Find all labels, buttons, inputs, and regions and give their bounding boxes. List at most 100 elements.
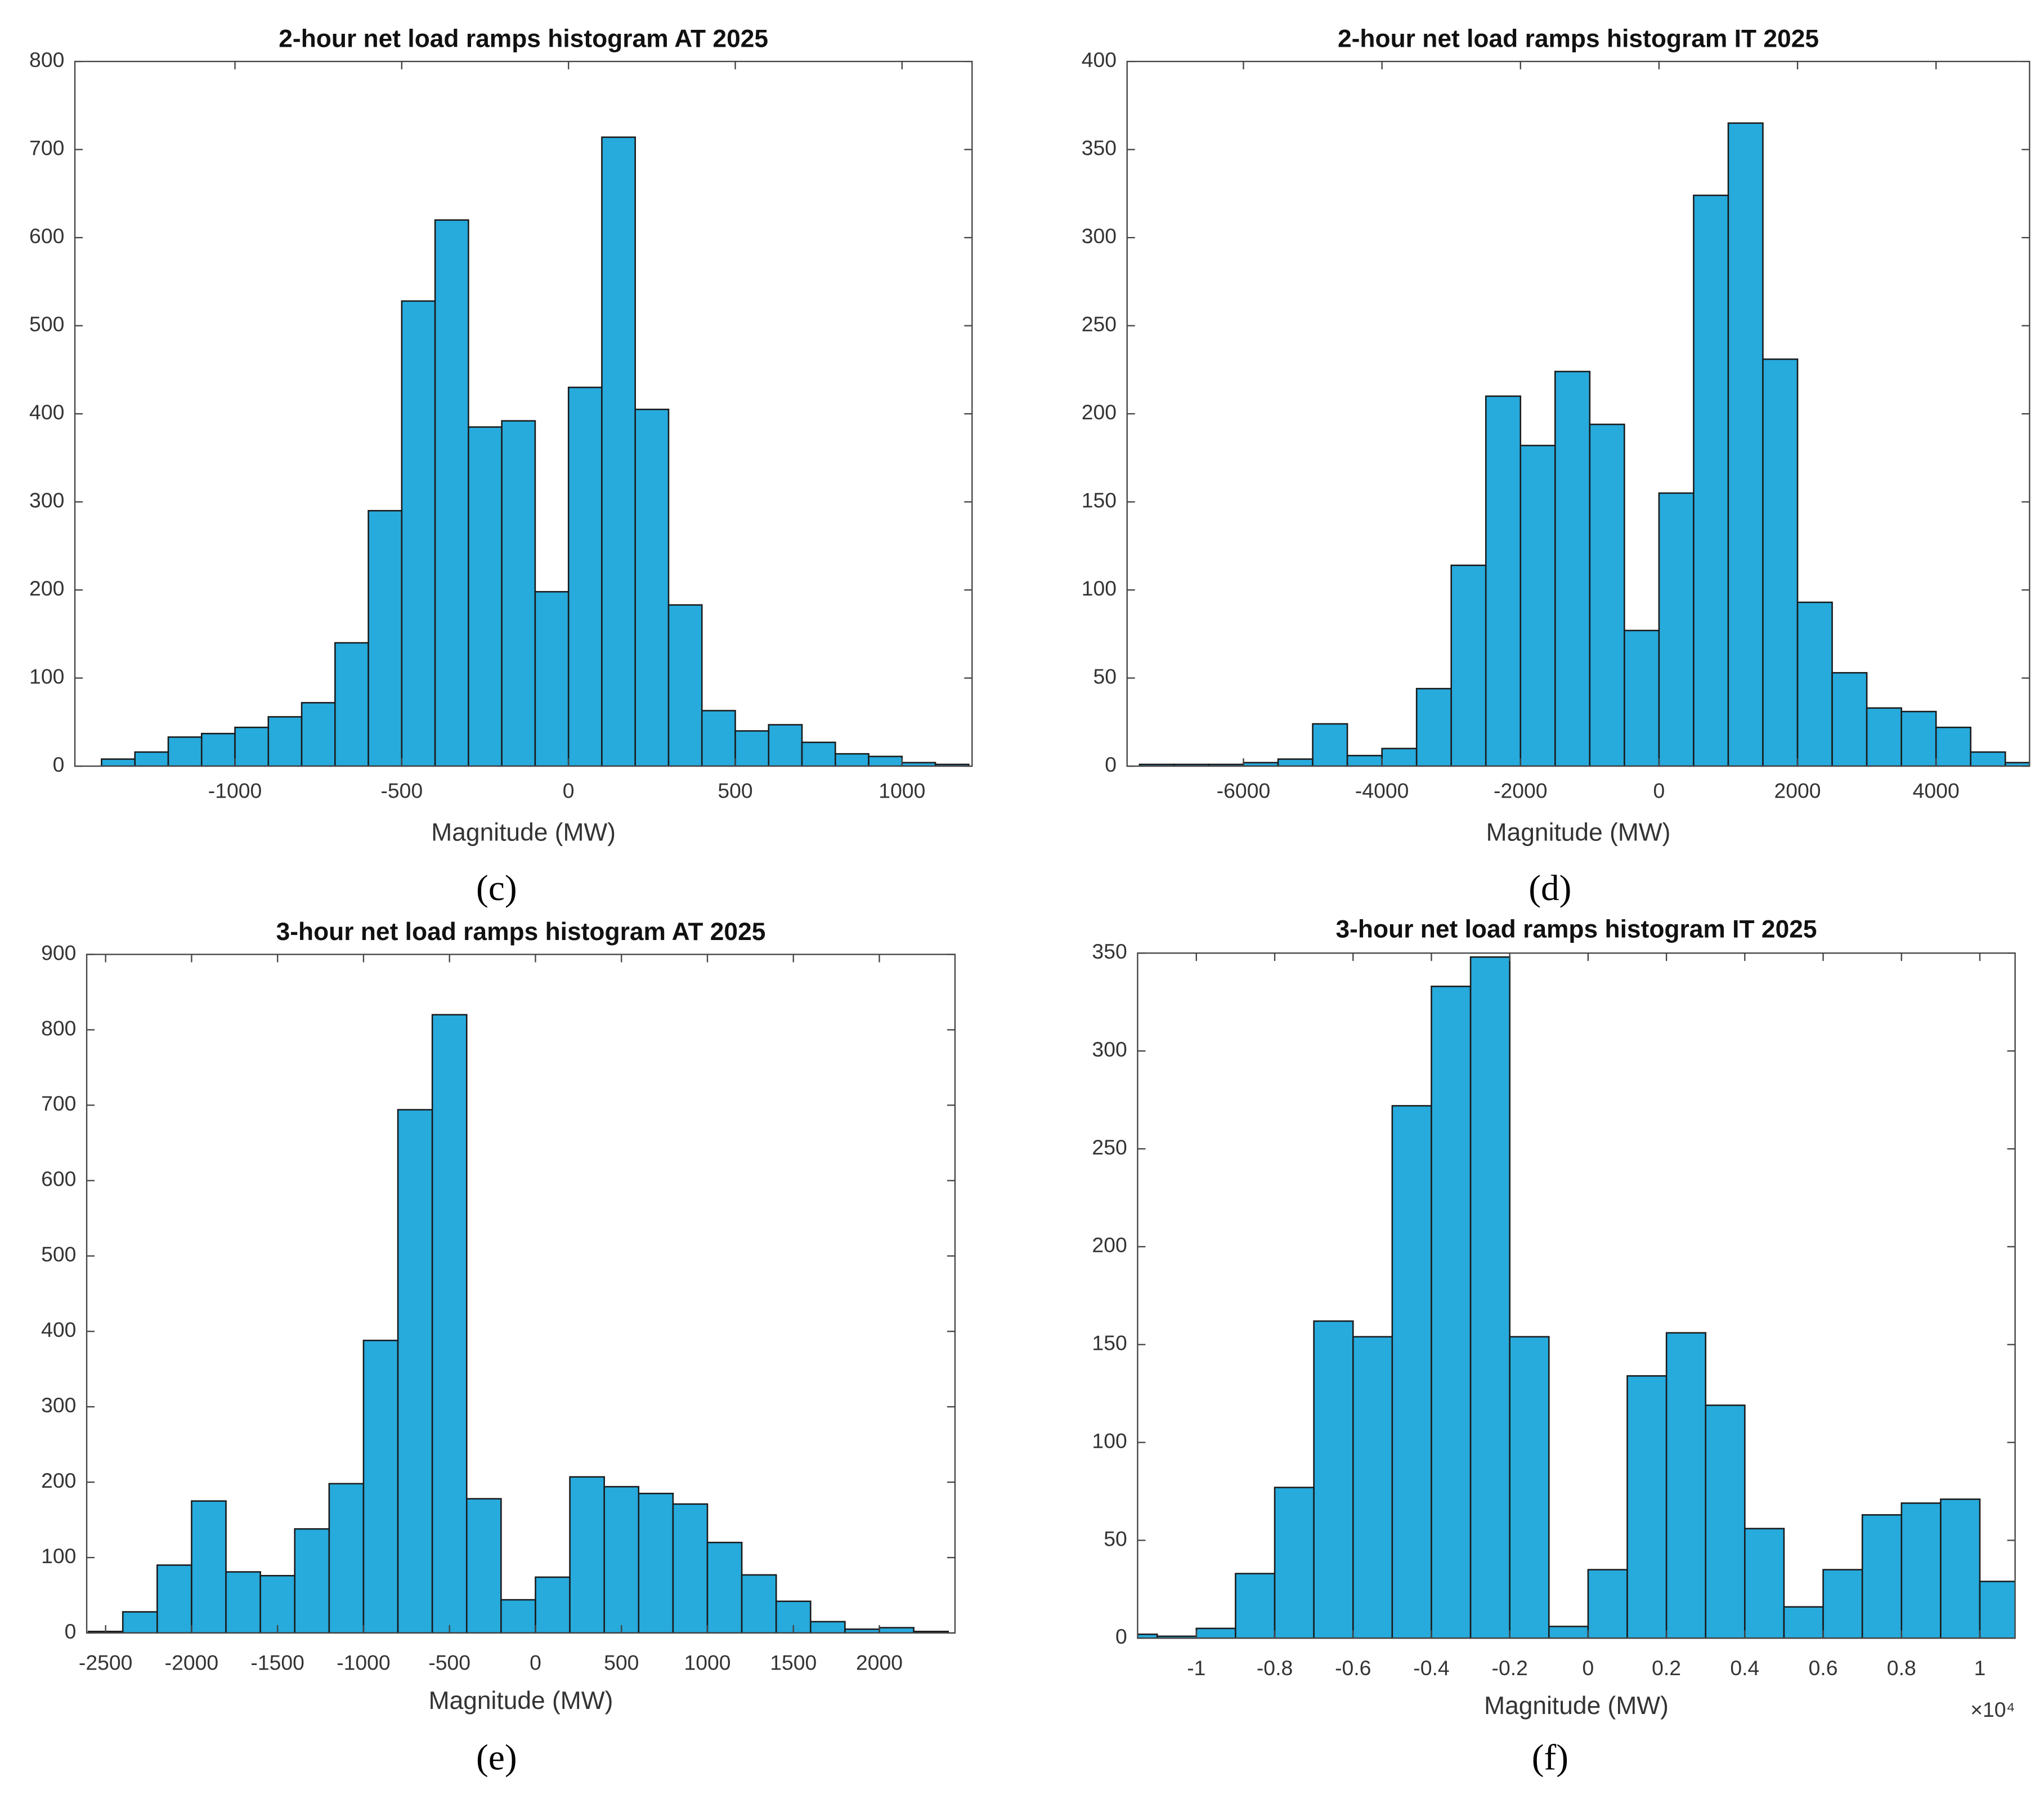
bar: [1658, 492, 1695, 767]
x-tick-label: 1: [1974, 1656, 1986, 1680]
bar: [362, 1340, 399, 1634]
y-tick-label: 100: [29, 665, 64, 688]
y-tick-label: 700: [29, 136, 64, 160]
bar: [225, 1571, 261, 1634]
x-tick-label: -1500: [250, 1651, 304, 1675]
bar: [1274, 1487, 1315, 1639]
x-exponent: ×10⁴: [1970, 1698, 2015, 1721]
x-tick-label: 0: [563, 778, 575, 802]
bar: [1312, 723, 1348, 767]
bar: [741, 1574, 777, 1634]
y-tick-label: 350: [1082, 136, 1117, 160]
bar: [134, 751, 169, 767]
x-tick-label: 4000: [1913, 778, 1960, 802]
x-tick-label: 1000: [684, 1651, 730, 1675]
axes-box: [1137, 952, 2016, 1639]
bar: [1831, 672, 1868, 767]
y-tick-label: 100: [1082, 576, 1117, 600]
bar: [1979, 1581, 2015, 1639]
y-tick-label: 400: [1082, 48, 1117, 71]
bar: [1762, 358, 1799, 767]
y-tick-label: 800: [29, 48, 64, 71]
bar: [1705, 1404, 1746, 1639]
y-tick-label: 200: [41, 1469, 76, 1492]
bar: [601, 136, 636, 767]
panel-label: (e): [476, 1738, 517, 1778]
bar: [101, 758, 136, 767]
bar: [367, 509, 403, 767]
y-tick-label: 0: [1115, 1625, 1127, 1648]
bar: [431, 1014, 468, 1634]
bar: [1900, 710, 1937, 767]
y-tick-label: 50: [1104, 1527, 1127, 1550]
y-tick-label: 100: [41, 1544, 76, 1568]
bar: [500, 1599, 536, 1634]
x-tick-label: 2000: [1774, 778, 1821, 802]
x-tick-label: -2000: [165, 1651, 219, 1675]
x-tick-label: -6000: [1217, 778, 1271, 802]
bar: [401, 300, 436, 767]
bar: [878, 1627, 915, 1634]
bar: [501, 420, 536, 767]
bar: [535, 1576, 571, 1634]
x-tick-label: 1500: [770, 1651, 817, 1675]
y-tick-label: 600: [29, 224, 64, 248]
bar: [603, 1485, 640, 1634]
y-tick-label: 200: [1092, 1233, 1127, 1257]
bar: [672, 1503, 709, 1634]
bar: [1277, 758, 1314, 767]
bar: [1195, 1627, 1236, 1639]
x-tick-label: -500: [380, 778, 423, 802]
bar: [534, 590, 570, 767]
bar: [465, 1498, 502, 1634]
y-tick-label: 800: [41, 1016, 76, 1040]
bar: [634, 409, 670, 767]
bar: [1509, 1336, 1550, 1639]
panel-label: (f): [1532, 1738, 1568, 1778]
bar: [1624, 629, 1660, 767]
bar: [1727, 122, 1764, 767]
bar: [294, 1528, 330, 1634]
x-tick-label: -1000: [208, 778, 262, 802]
bar: [1587, 1569, 1628, 1639]
x-tick-label: -4000: [1355, 778, 1409, 802]
plot-area: [87, 1014, 949, 1634]
y-tick-label: 400: [41, 1318, 76, 1341]
chart-title: 3-hour net load ramps histogram AT 2025: [276, 918, 766, 946]
x-tick-label: -2500: [79, 1651, 133, 1675]
bar: [259, 1574, 296, 1634]
y-tick-label: 300: [41, 1393, 76, 1417]
x-tick-label: 0: [530, 1651, 541, 1675]
panel-label: (d): [1528, 868, 1571, 909]
bar: [569, 1476, 605, 1634]
x-tick-label: -1000: [337, 1651, 391, 1675]
y-tick-label: 250: [1092, 1135, 1127, 1159]
x-axis-label: Magnitude (MW): [429, 1687, 613, 1715]
bar: [868, 755, 903, 767]
bar: [334, 642, 369, 767]
x-tick-label: 0.4: [1730, 1656, 1759, 1680]
y-tick-label: 200: [1082, 400, 1117, 424]
y-tick-label: 300: [1082, 224, 1117, 248]
bar: [701, 710, 736, 767]
y-tick-label: 300: [1092, 1037, 1127, 1061]
bar: [1381, 748, 1418, 767]
y-tick-label: 0: [53, 753, 65, 776]
x-tick-label: -500: [428, 1651, 470, 1675]
plot-area: [101, 136, 970, 767]
bar: [1313, 1320, 1354, 1639]
bar: [1866, 707, 1902, 767]
bar: [1415, 688, 1452, 767]
x-tick-label: -2000: [1494, 778, 1548, 802]
x-tick-label: 0.6: [1809, 1656, 1838, 1680]
bar: [1822, 1569, 1863, 1639]
y-tick-label: 250: [1082, 312, 1117, 336]
x-tick-label: 500: [718, 778, 752, 802]
bar: [934, 763, 970, 767]
bar: [1935, 726, 1971, 767]
x-tick-label: -0.4: [1413, 1656, 1449, 1680]
bar: [706, 1542, 743, 1634]
y-tick-label: 500: [29, 312, 64, 336]
bar: [234, 726, 270, 767]
y-tick-label: 150: [1082, 489, 1117, 512]
